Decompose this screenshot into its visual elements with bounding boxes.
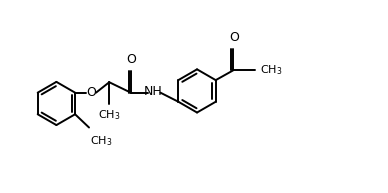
Text: O: O: [126, 53, 137, 66]
Text: CH$_3$: CH$_3$: [90, 134, 112, 148]
Text: O: O: [229, 31, 239, 44]
Text: NH: NH: [144, 85, 163, 98]
Text: O: O: [86, 86, 96, 99]
Text: CH$_3$: CH$_3$: [260, 63, 282, 77]
Text: CH$_3$: CH$_3$: [98, 108, 121, 122]
